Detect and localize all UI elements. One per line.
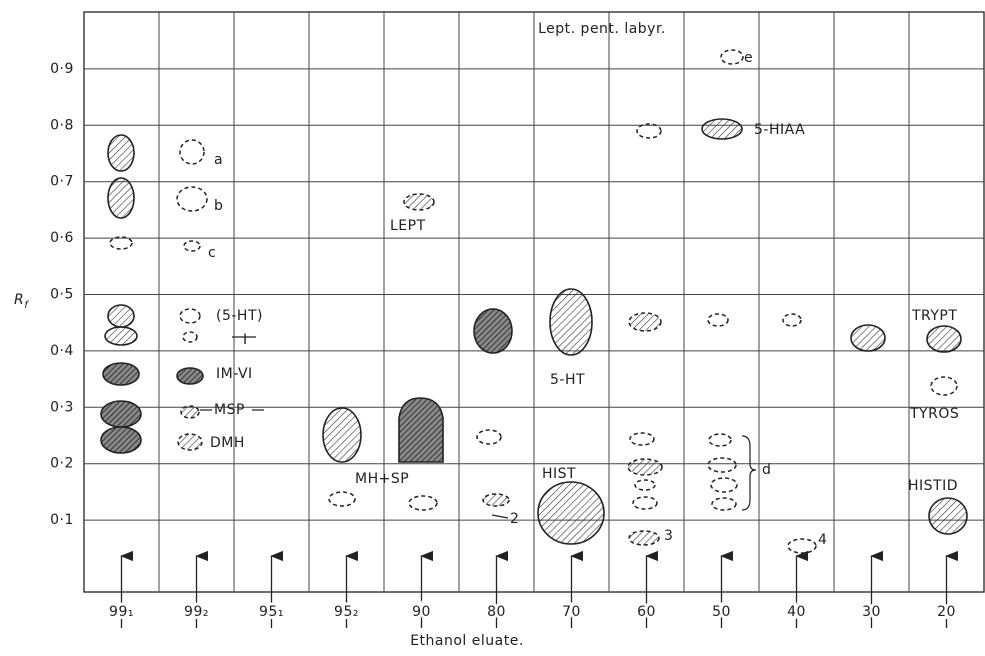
label: 5-HT	[550, 372, 585, 388]
y-tick-label: 0·3	[50, 399, 74, 415]
y-tick-label: 0·4	[50, 343, 74, 359]
spot	[473, 308, 513, 354]
spot	[629, 432, 655, 446]
spot	[708, 433, 732, 447]
y-tick-label: 0·7	[50, 174, 74, 190]
spot	[408, 495, 438, 511]
x-tick-label: 99₁	[109, 604, 134, 620]
spot	[707, 313, 729, 327]
spot	[628, 312, 662, 332]
spot	[109, 236, 133, 250]
spot	[850, 324, 886, 352]
y-tick-label: 0·5	[50, 287, 74, 303]
x-tick-label: 20	[937, 604, 956, 620]
label: TYROS	[909, 406, 959, 422]
label: 4	[818, 532, 827, 548]
spot	[632, 496, 658, 510]
spot	[107, 134, 135, 172]
label: 5-HIAA	[754, 122, 805, 138]
spot	[720, 49, 744, 65]
spot	[627, 458, 663, 476]
spot	[182, 331, 198, 343]
label: HIST	[542, 466, 576, 482]
spot	[102, 362, 140, 386]
spot	[634, 479, 656, 491]
spot	[782, 313, 802, 327]
y-tick-label: 0·6	[50, 230, 74, 246]
x-tick-label: 95₁	[259, 604, 284, 620]
spot	[537, 481, 605, 545]
label: IM-VI	[216, 366, 253, 382]
x-axis-label: Ethanol eluate.	[410, 633, 524, 649]
x-tick-label: 30	[862, 604, 881, 620]
spot	[628, 530, 660, 546]
label: d	[762, 462, 771, 478]
x-tick-label: 95₂	[334, 604, 359, 620]
spot	[100, 426, 142, 454]
spot	[711, 497, 737, 511]
label: e	[744, 50, 753, 66]
x-tick-label: 70	[562, 604, 581, 620]
spot	[549, 288, 593, 356]
label: 3	[664, 528, 673, 544]
spot	[926, 325, 962, 353]
spot	[707, 457, 737, 473]
spot	[176, 186, 208, 212]
label: LEPT	[390, 218, 426, 234]
y-tick-label: 0·1	[50, 512, 74, 528]
label: b	[214, 198, 223, 214]
spot	[104, 326, 138, 346]
y-tick-label: 0·2	[50, 456, 74, 472]
x-tick-label: 50	[712, 604, 731, 620]
spot	[179, 139, 205, 165]
spot	[177, 433, 203, 451]
label: a	[214, 152, 223, 168]
x-tick-label: 40	[787, 604, 806, 620]
x-tick-label: 60	[637, 604, 656, 620]
spot	[398, 397, 444, 463]
spot	[180, 405, 200, 419]
spot	[328, 491, 356, 507]
label: 2	[510, 511, 519, 527]
annotation-lines	[200, 336, 757, 519]
spot	[107, 304, 135, 328]
label: TRYPT	[911, 308, 957, 324]
spot	[930, 376, 958, 396]
spot	[403, 193, 435, 211]
spot	[787, 538, 817, 554]
spot	[928, 497, 968, 535]
x-tick-label: 90	[412, 604, 431, 620]
spot	[107, 177, 135, 219]
grid	[84, 12, 984, 592]
label: c	[208, 245, 216, 261]
spot	[701, 118, 743, 140]
spot	[636, 123, 662, 139]
label: Lept. pent. labyr.	[538, 21, 666, 37]
spot	[482, 493, 510, 507]
y-tick-label: 0·9	[50, 61, 74, 77]
y-axis-label: Rf	[14, 292, 29, 311]
label: (5-HT)	[216, 308, 263, 324]
label: MSP	[214, 402, 245, 418]
spot	[183, 240, 201, 252]
label: MH+SP	[355, 471, 409, 487]
spot	[176, 367, 204, 385]
spot	[100, 400, 142, 428]
y-tick-label: 0·8	[50, 117, 74, 133]
label: HISTID	[908, 478, 958, 494]
label: DMH	[210, 435, 245, 451]
x-tick-label: 99₂	[184, 604, 209, 620]
spot	[710, 477, 738, 493]
x-tick-label: 80	[487, 604, 506, 620]
spots	[100, 49, 968, 554]
spot	[322, 407, 362, 463]
label: I	[243, 332, 248, 348]
spot	[179, 308, 201, 324]
spot	[476, 429, 502, 445]
